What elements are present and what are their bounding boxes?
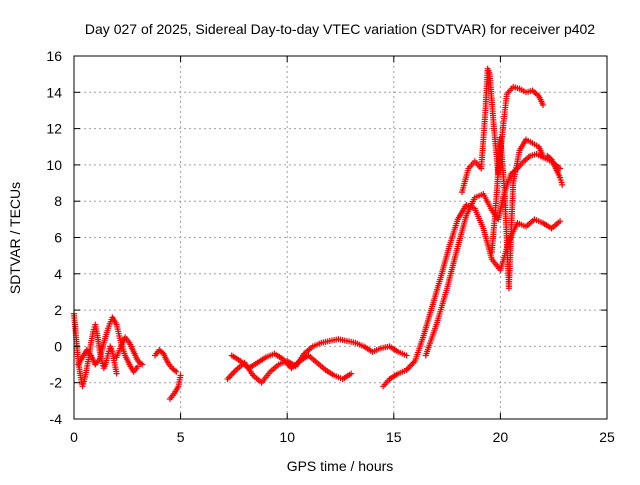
- series-segment-12: [544, 152, 566, 188]
- y-tick-label: 2: [54, 302, 62, 318]
- y-tick-label: -4: [50, 411, 63, 427]
- data-point: [177, 372, 184, 379]
- series-segment-1: [71, 310, 120, 390]
- series-segment-8: [380, 201, 564, 390]
- data-points: [71, 65, 566, 403]
- y-tick-label: -2: [50, 375, 63, 391]
- y-tick-label: 12: [46, 121, 62, 137]
- data-point: [113, 370, 120, 377]
- x-tick-label: 5: [177, 429, 185, 445]
- series-segment-7: [228, 350, 355, 383]
- x-tick-label: 25: [599, 429, 615, 445]
- series-segment-2: [75, 314, 141, 375]
- x-tick-label: 10: [279, 429, 295, 445]
- x-axis-label: GPS time / hours: [287, 458, 394, 474]
- data-point: [557, 218, 564, 225]
- y-tick-label: 6: [54, 230, 62, 246]
- data-point: [134, 363, 141, 370]
- data-point: [540, 102, 547, 109]
- series-segment-4: [152, 347, 180, 375]
- y-axis-label: SDTVAR / TECUs: [7, 182, 23, 294]
- series-segment-10: [459, 65, 547, 196]
- y-tick-label: 10: [46, 157, 62, 173]
- chart-title: Day 027 of 2025, Sidereal Day-to-day VTE…: [85, 21, 595, 37]
- y-tick-label: 14: [46, 84, 62, 100]
- y-tick-label: 16: [46, 48, 62, 64]
- y-tick-label: 4: [54, 266, 62, 282]
- axes: 0 5 10 15 20 25 -4 -2 0 2 4 6 8 10 12 14 16: [46, 48, 615, 445]
- data-point: [559, 181, 566, 188]
- series-segment-11: [488, 134, 547, 292]
- series-segment-5: [166, 372, 184, 403]
- y-tick-label: 8: [54, 193, 62, 209]
- data-point: [139, 361, 146, 368]
- y-tick-label: 0: [54, 338, 62, 354]
- x-tick-label: 20: [493, 429, 509, 445]
- data-point: [348, 370, 355, 377]
- x-tick-label: 15: [386, 429, 402, 445]
- x-tick-label: 0: [70, 429, 78, 445]
- grid: [74, 56, 607, 419]
- data-point: [173, 368, 180, 375]
- data-point: [403, 352, 410, 359]
- series-segment-3: [113, 334, 146, 368]
